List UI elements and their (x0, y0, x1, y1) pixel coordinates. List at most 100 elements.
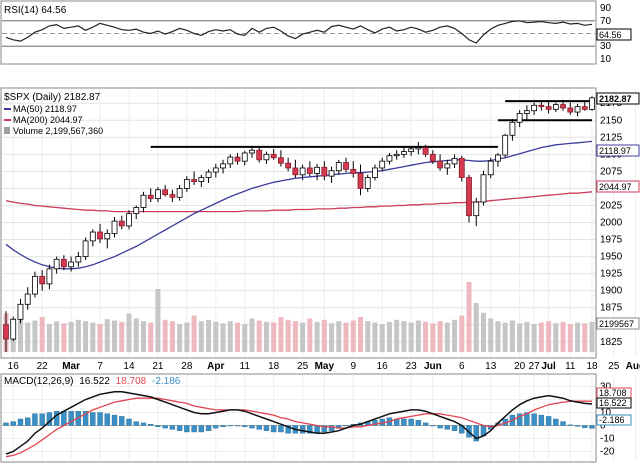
volume-bar (220, 323, 226, 352)
macd-label-prefix: MACD(12,26,9) (4, 376, 73, 387)
volume-bar (415, 320, 421, 352)
macd-hist-bar (184, 425, 190, 433)
candle-up (227, 156, 234, 165)
volume-bar (126, 313, 132, 352)
candle-up (198, 177, 205, 183)
candle-down (292, 167, 299, 176)
candle-down (429, 153, 436, 162)
macd-hist-bar (582, 425, 588, 428)
macd-hist-bar (82, 411, 89, 426)
candle-up (589, 97, 595, 110)
volume-bar (321, 319, 327, 352)
volume-bar (177, 324, 183, 352)
macd-hist-bar (147, 424, 154, 426)
macd-hist-bar (90, 412, 96, 426)
legend-ma200: MA(200) 2044.97 (4, 115, 83, 125)
macd-hist-bar (263, 425, 270, 431)
macd-hist-bar (538, 414, 545, 426)
macd-panel: 3020100-10-20 MACD(12,26,9) 16.522 18.70… (0, 373, 636, 463)
candle-up (523, 110, 530, 114)
ma200-box-label: 2044.97 (599, 182, 632, 192)
volume-bar (423, 321, 429, 352)
volume-bar (329, 323, 335, 352)
volume-bar (300, 322, 306, 352)
candle-down (357, 173, 364, 189)
macd-hist-bar (242, 425, 248, 427)
volume-bar (75, 319, 81, 352)
macd-value-box-label: 16.522 (599, 398, 627, 408)
x-axis-label: 16 (377, 361, 389, 372)
macd-value-box (596, 397, 632, 409)
x-axis-label: 11 (240, 361, 251, 372)
candle-up (401, 151, 407, 155)
candle-down (39, 275, 46, 285)
ma200-line (5, 191, 593, 213)
candle-up (24, 293, 31, 305)
candle-up (68, 261, 75, 268)
x-axis-label: 27 (529, 361, 541, 372)
macd-hist-bar (307, 425, 313, 434)
candle-up (220, 163, 226, 169)
price-tick-label: 1925 (600, 269, 623, 280)
rsi-gridlines (2, 20, 595, 47)
last-price-label: 2182.87 (599, 94, 632, 104)
volume-bar (488, 318, 494, 352)
candle-up (574, 106, 581, 113)
volume-bar (538, 322, 544, 352)
volume-bar (553, 323, 559, 352)
volume-bar (104, 319, 110, 352)
x-axis-label: May (315, 361, 335, 372)
macd-tick-label: -20 (600, 447, 615, 458)
candle-up (552, 104, 559, 110)
macd-hist-bar (191, 425, 197, 433)
candle-up (212, 167, 219, 173)
macd-hist-bar (270, 425, 277, 433)
candle-up (451, 158, 458, 165)
candle-up (516, 113, 523, 123)
macd-hist-bar (343, 425, 349, 427)
macd-hist-bar (140, 422, 147, 426)
price-title: $SPX (Daily) 2182.87 (4, 92, 101, 103)
macd-value-text: 16.522 (79, 376, 110, 387)
candle-up (480, 174, 487, 203)
macd-hist-bar (249, 425, 255, 429)
macd-hist-bar (321, 425, 328, 433)
volume-bar (83, 321, 89, 352)
candle-up (299, 167, 306, 176)
rsi-value-label: 64.56 (599, 30, 622, 40)
candle-up (176, 188, 183, 198)
macd-hist-bar (25, 417, 31, 426)
x-axis-label: 20 (514, 361, 526, 372)
candle-up (502, 134, 509, 156)
candle-up (364, 177, 371, 189)
candle-up (155, 189, 161, 200)
x-axis-label: Jul (541, 361, 556, 372)
candle-up (241, 152, 248, 162)
candle-down (60, 258, 67, 268)
candle-up (408, 148, 415, 153)
volume-bar (386, 321, 392, 352)
legend-volume-swatch (4, 127, 10, 134)
legend-ma50-label: MA(50) 2118.97 (13, 104, 77, 114)
candle-down (169, 194, 176, 198)
volume-bar (343, 322, 349, 352)
ma50-box-label: 2118.97 (599, 146, 631, 156)
macd-hist-bar (285, 425, 291, 434)
rsi-label: RSI(14) 64.56 (4, 5, 67, 16)
x-axis-label: 25 (297, 361, 309, 372)
price-tick-label: 1975 (600, 235, 623, 246)
candle-down (567, 107, 574, 113)
candle-down (458, 158, 465, 178)
ma200-box (596, 180, 640, 193)
volume-bar (112, 320, 118, 352)
candle-up (509, 121, 516, 136)
macd-hist-bar (531, 413, 537, 426)
ma50-box (596, 144, 640, 157)
volume-bar (184, 322, 190, 352)
last-price-box (596, 92, 640, 105)
macd-hist-bar (278, 425, 284, 433)
volume-bar (459, 315, 465, 352)
volume-bar (54, 321, 60, 352)
volume-bar (162, 319, 168, 352)
price-tick-label: 1900 (600, 286, 623, 297)
